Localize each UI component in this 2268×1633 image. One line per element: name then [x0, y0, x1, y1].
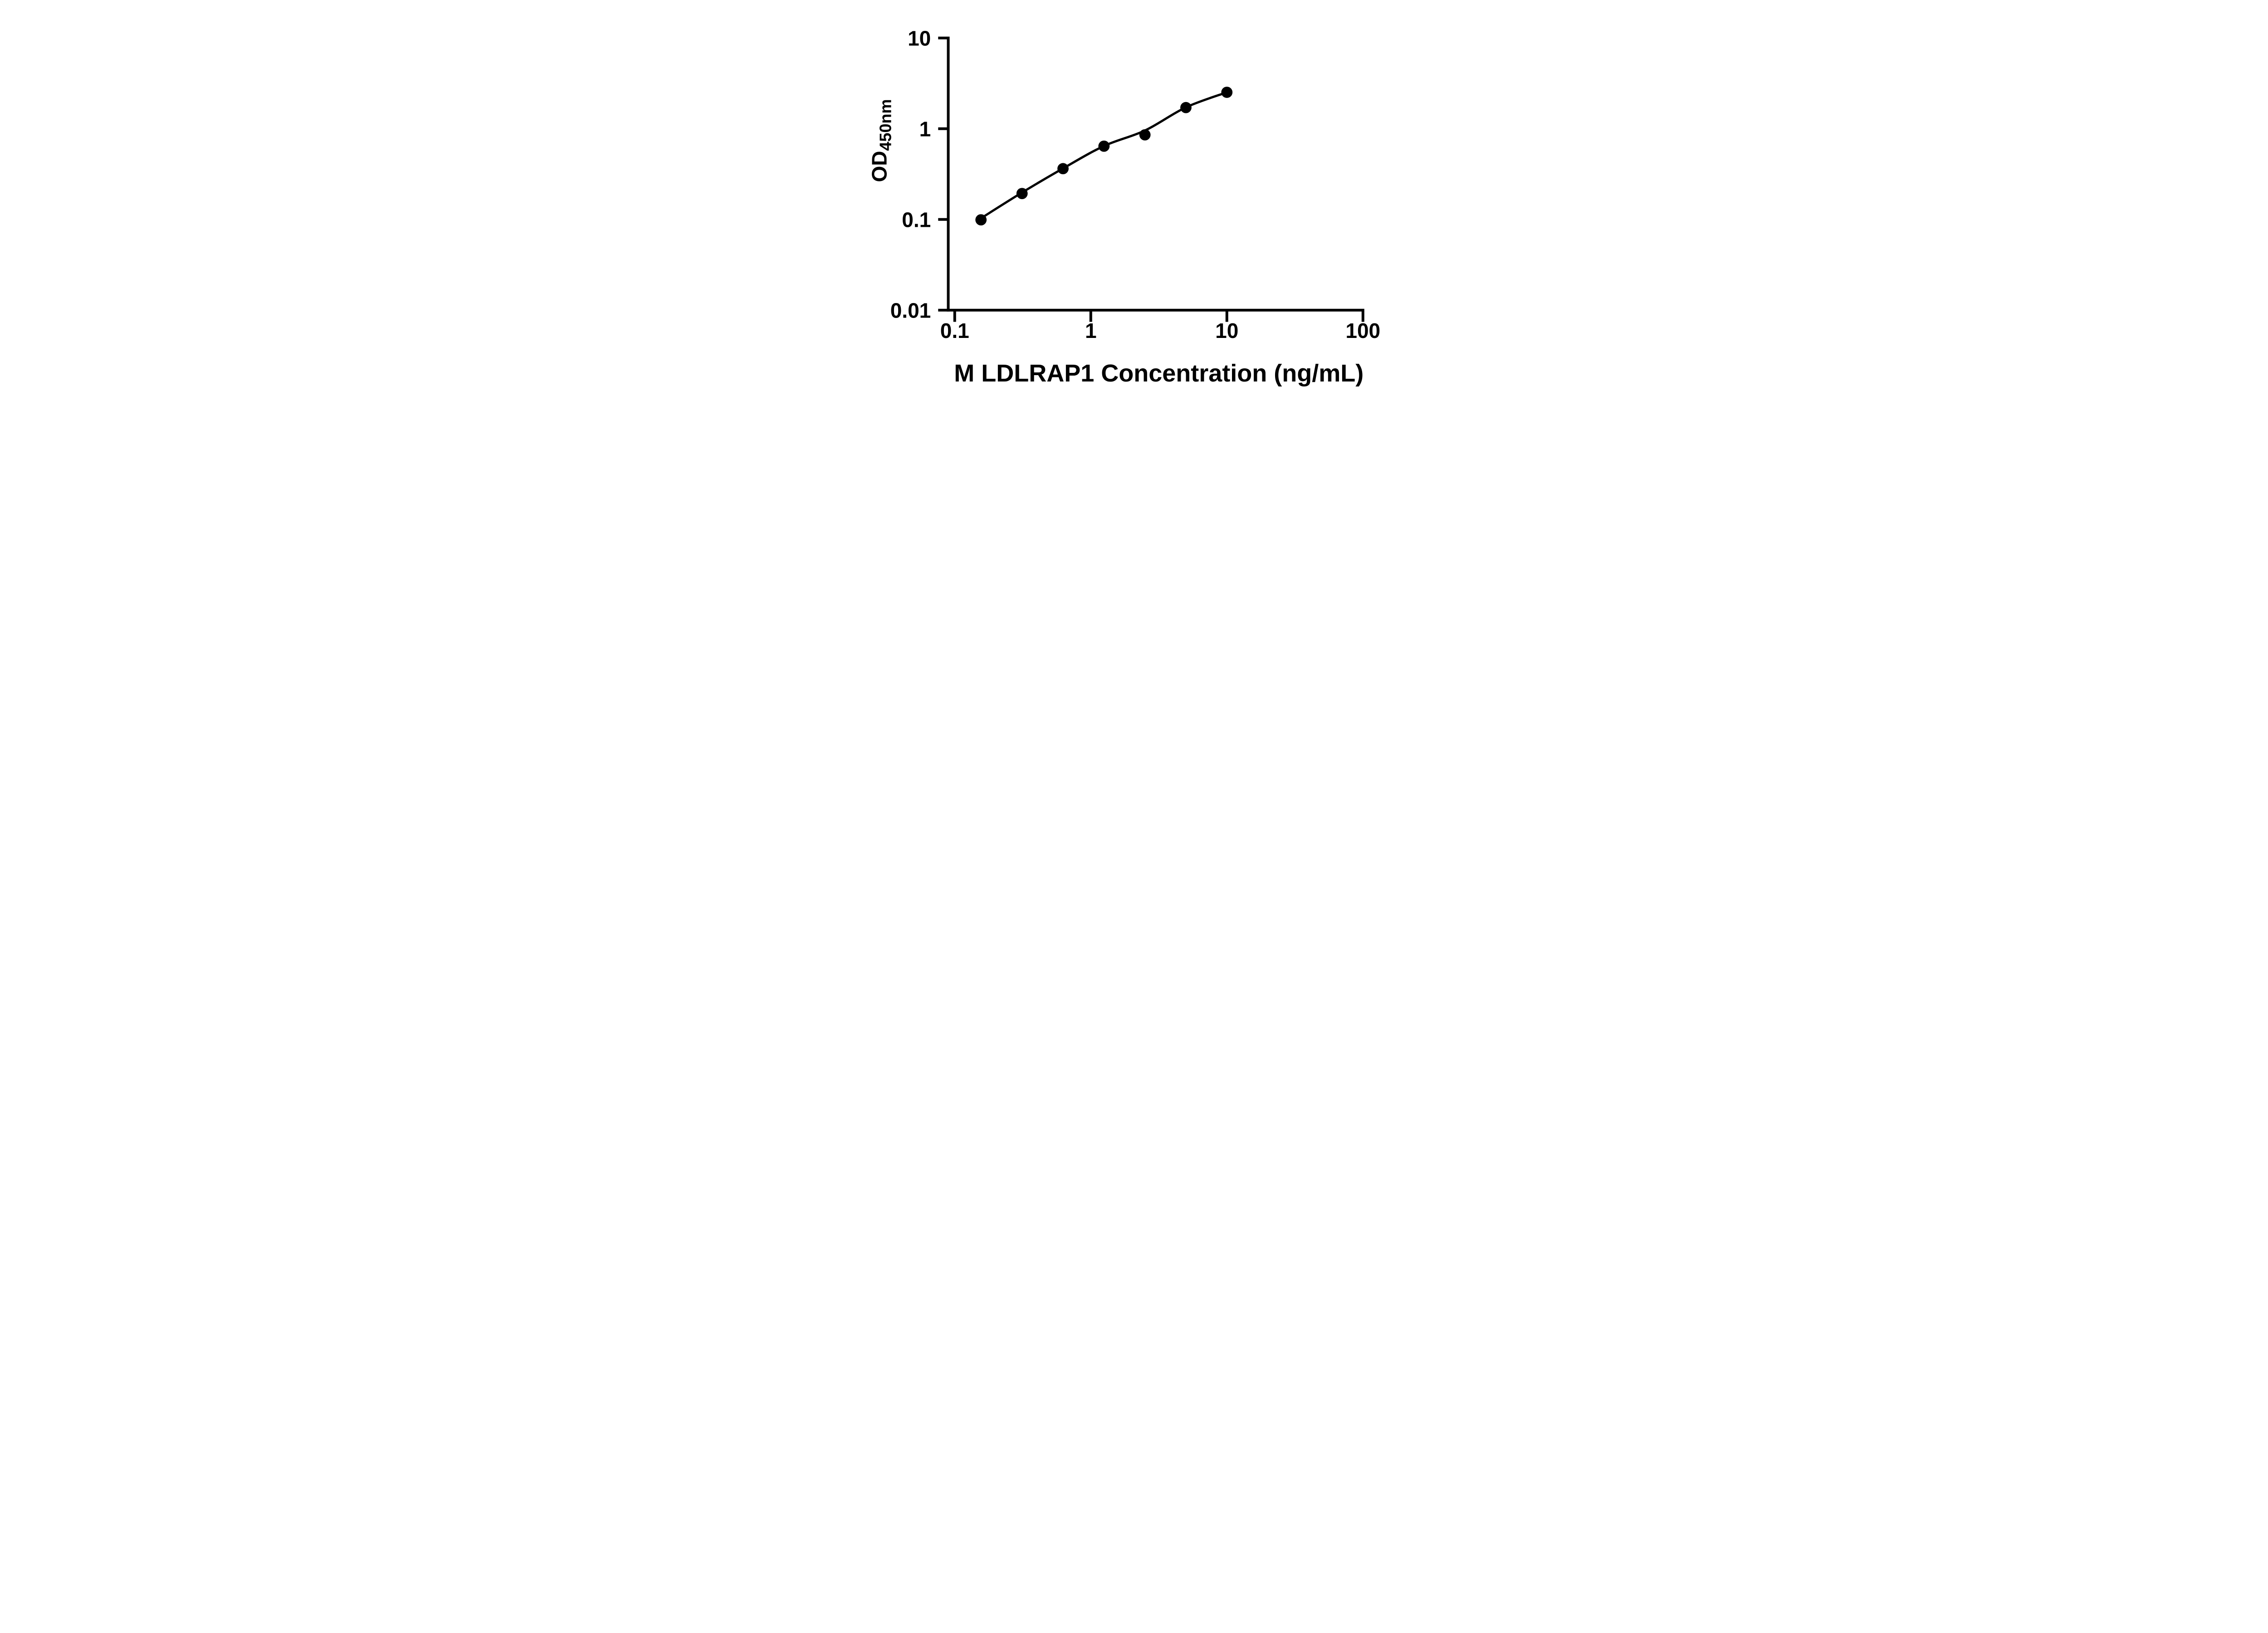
data-point-marker — [1221, 87, 1233, 98]
data-point-marker — [1016, 188, 1028, 200]
x-tick-label: 1 — [1085, 319, 1097, 342]
y-axis-title: OD450nm — [867, 99, 894, 182]
y-tick-label: 0.01 — [890, 298, 931, 322]
x-tick-label: 0.1 — [940, 319, 969, 342]
y-axis-title-subscript: 450nm — [876, 99, 894, 151]
plot-area: 10 1 0.1 0.01 0.1 1 10 100 — [890, 26, 1380, 342]
x-axis-title: M LDLRAP1 Concentration (ng/mL) — [954, 360, 1364, 387]
data-point-marker — [1139, 129, 1151, 141]
data-point-marker — [1057, 163, 1069, 175]
data-point-marker — [1098, 140, 1110, 152]
elisa-standard-curve-figure: 10 1 0.1 0.01 0.1 1 10 100 M LDLRAP1 Concentrat… — [842, 0, 1426, 408]
x-tick-label: 100 — [1345, 319, 1380, 342]
chart-canvas: 10 1 0.1 0.01 0.1 1 10 100 M LDLRAP1 Concentrat… — [867, 26, 1380, 387]
x-tick-label: 10 — [1215, 319, 1238, 342]
y-axis-title-main: OD — [867, 151, 891, 182]
data-point-marker — [1180, 102, 1192, 113]
y-tick-label: 10 — [908, 26, 931, 50]
y-tick-label: 0.1 — [902, 208, 931, 231]
y-tick-label: 1 — [919, 117, 931, 141]
data-point-marker — [975, 214, 987, 226]
